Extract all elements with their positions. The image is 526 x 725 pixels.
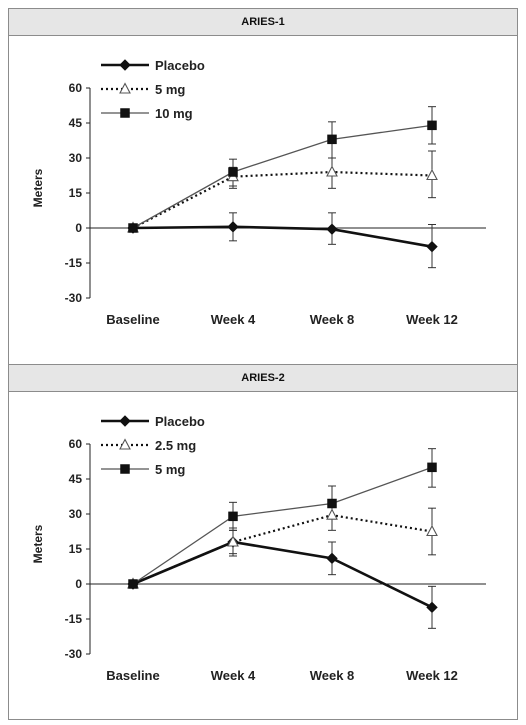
y-axis-label: Meters (31, 168, 45, 207)
y-tick-label: 45 (69, 472, 83, 486)
data-point (426, 524, 438, 537)
legend-marker-placebo (119, 59, 131, 71)
legend-label-5-mg: 5 mg (155, 462, 185, 477)
y-axis-label: Meters (31, 524, 45, 563)
series-points-5-mg (128, 462, 437, 589)
legend-marker-2-5-mg (119, 438, 131, 450)
chart-title: ARIES-2 (9, 365, 517, 392)
data-point (326, 223, 338, 235)
x-tick-label-baseline: Baseline (106, 668, 159, 683)
legend-label-5-mg: 5 mg (155, 82, 185, 97)
x-tick-label-week-8: Week 8 (310, 312, 355, 327)
y-tick-label: 60 (69, 81, 83, 95)
chart-panel-aries-2: ARIES-2 60 45 30 15 0 -15 -30 Meters Baseline Wee… (9, 364, 517, 720)
series-line-5-mg (132, 466, 433, 585)
data-point (227, 221, 239, 233)
data-point (327, 498, 337, 509)
y-tick-label: 30 (69, 507, 83, 521)
figure-frame: ARIES-1 60 45 30 15 0 -15 -30 Meters Baseline Wee… (8, 8, 518, 720)
x-tick-label-week-4: Week 4 (211, 312, 256, 327)
data-point (326, 165, 338, 177)
data-point (228, 167, 238, 177)
x-tick-label-week-4: Week 4 (211, 668, 256, 683)
chart-title: ARIES-1 (9, 9, 517, 36)
error-bars-placebo (229, 212, 436, 269)
legend-marker-5-mg (119, 82, 131, 94)
y-tick-label: -30 (65, 647, 83, 661)
legend-label-placebo: Placebo (155, 58, 205, 73)
series-points-2-5-mg (127, 508, 438, 589)
data-point (228, 511, 238, 522)
legend: Placebo 5 mg 10 mg (101, 58, 205, 121)
series-points-placebo (127, 536, 438, 614)
x-tick-label-week-12: Week 12 (406, 312, 458, 327)
legend-marker-placebo (119, 415, 131, 427)
series-points-5-mg (127, 165, 438, 233)
series-line-placebo (132, 540, 433, 609)
chart-aries-2: 60 45 30 15 0 -15 -30 Meters Baseline Week 4 Week … (31, 414, 486, 683)
error-bars-placebo (229, 527, 436, 629)
data-point (426, 240, 438, 253)
data-point (326, 508, 338, 520)
y-tick-label: 45 (69, 116, 83, 130)
data-point (128, 223, 138, 233)
y-tick-label: 15 (69, 186, 83, 200)
data-point (427, 120, 437, 131)
legend-label-placebo: Placebo (155, 414, 205, 429)
data-point (426, 168, 438, 181)
x-tick-label-baseline: Baseline (106, 312, 159, 327)
series-points-10-mg (128, 120, 437, 233)
data-point (326, 552, 338, 565)
legend-marker-10-mg (120, 108, 130, 118)
series-line-2-5-mg (132, 514, 433, 586)
data-point (427, 462, 437, 473)
data-point (128, 579, 138, 589)
y-tick-label: -15 (65, 256, 83, 270)
series-line-10-mg (132, 124, 433, 229)
y-tick-label: 0 (75, 221, 82, 235)
chart-aries-1: 60 45 30 15 0 -15 -30 Meters Baseline Week 4 Week … (31, 58, 486, 327)
legend-label-2-5-mg: 2.5 mg (155, 438, 196, 453)
data-point (426, 601, 438, 614)
y-tick-label: 60 (69, 437, 83, 451)
series-line-5-mg (132, 170, 433, 229)
legend-marker-5-mg (120, 464, 130, 474)
y-tick-label: -15 (65, 612, 83, 626)
chart-panel-aries-1: ARIES-1 60 45 30 15 0 -15 -30 Meters Baseline Wee… (9, 9, 517, 364)
y-tick-label: 30 (69, 151, 83, 165)
series-line-placebo (132, 225, 433, 248)
y-tick-label: 15 (69, 542, 83, 556)
legend: Placebo 2.5 mg 5 mg (101, 414, 205, 477)
x-tick-label-week-12: Week 12 (406, 668, 458, 683)
legend-label-10-mg: 10 mg (155, 106, 193, 121)
y-tick-label: 0 (75, 577, 82, 591)
y-tick-label: -30 (65, 291, 83, 305)
x-tick-label-week-8: Week 8 (310, 668, 355, 683)
data-point (327, 134, 337, 145)
data-point (227, 535, 239, 547)
